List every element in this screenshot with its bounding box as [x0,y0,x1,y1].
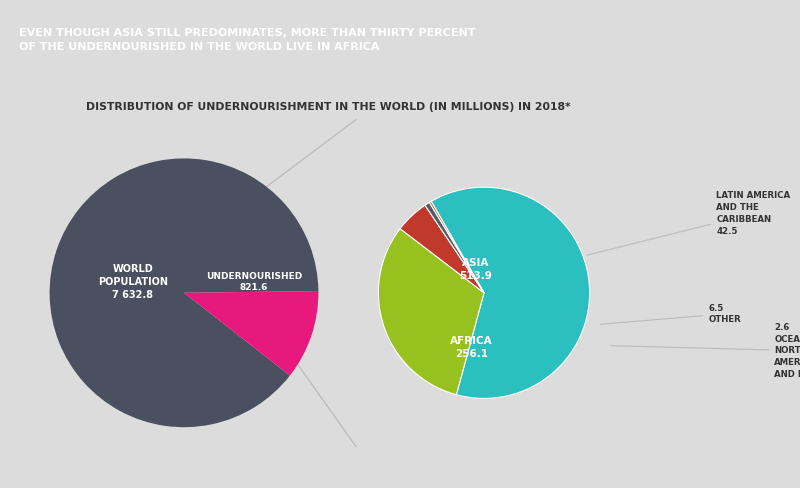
Text: 2.6
OCEANIA,
NORTHERN
AMERICA
AND EUROPE: 2.6 OCEANIA, NORTHERN AMERICA AND EUROPE [611,323,800,379]
Text: EVEN THOUGH ASIA STILL PREDOMINATES, MORE THAN THIRTY PERCENT
OF THE UNDERNOURIS: EVEN THOUGH ASIA STILL PREDOMINATES, MOR… [19,28,475,52]
Wedge shape [50,159,318,427]
Text: 6.5
OTHER: 6.5 OTHER [600,304,741,325]
Text: AFRICA
256.1: AFRICA 256.1 [450,336,493,359]
Wedge shape [400,205,484,293]
Text: UNDERNOURISHED
821.6: UNDERNOURISHED 821.6 [206,272,302,292]
Wedge shape [378,229,484,395]
Text: ASIA
513.9: ASIA 513.9 [459,258,492,281]
Text: LATIN AMERICA
AND THE
CARIBBEAN
42.5: LATIN AMERICA AND THE CARIBBEAN 42.5 [587,191,790,255]
Wedge shape [184,291,318,376]
Text: WORLD
POPULATION
7 632.8: WORLD POPULATION 7 632.8 [98,264,168,300]
Text: DISTRIBUTION OF UNDERNOURISHMENT IN THE WORLD (IN MILLIONS) IN 2018*: DISTRIBUTION OF UNDERNOURISHMENT IN THE … [86,102,571,112]
Wedge shape [430,202,484,293]
Wedge shape [431,187,590,398]
Wedge shape [425,203,484,293]
